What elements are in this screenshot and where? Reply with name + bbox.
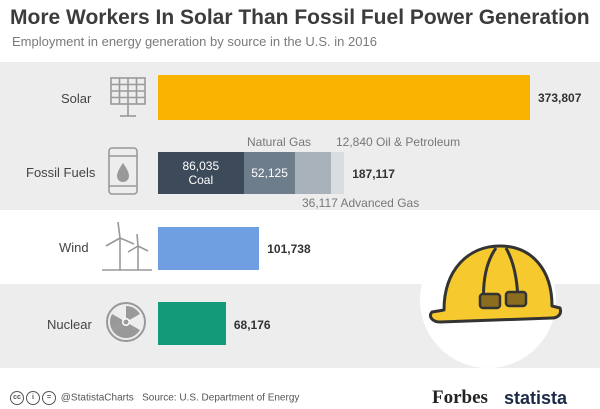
footer-credits: cc i = @StatistaCharts Source: U.S. Depart… bbox=[10, 391, 299, 405]
coal-value-label: 86,035 Coal bbox=[182, 159, 220, 187]
chart-subtitle: Employment in energy generation by sourc… bbox=[12, 34, 377, 49]
statista-logo: statista bbox=[504, 388, 568, 408]
advanced-gas-annotation: 36,117 Advanced Gas bbox=[302, 196, 420, 210]
nuclear-icon bbox=[106, 302, 146, 342]
bar-solar bbox=[158, 75, 530, 120]
statista-handle: @StatistaCharts bbox=[60, 392, 134, 404]
natural-gas-annotation: Natural Gas bbox=[247, 135, 312, 149]
fossil-segment-oil-petroleum bbox=[331, 152, 345, 194]
source-text: Source: U.S. Department of Energy bbox=[142, 392, 300, 404]
bar-nuclear bbox=[158, 302, 226, 345]
fossil-segment-advanced-gas bbox=[295, 152, 332, 194]
oil-barrel-icon bbox=[108, 147, 138, 195]
value-label-nuclear: 68,176 bbox=[233, 318, 271, 332]
category-label-wind: Wind bbox=[59, 240, 89, 255]
chart-title: More Workers In Solar Than Fossil Fuel P… bbox=[10, 6, 590, 29]
value-label-solar: 373,807 bbox=[538, 91, 582, 105]
creative-commons-icon: cc bbox=[10, 391, 24, 405]
category-label-fossil-fuels: Fossil Fuels bbox=[26, 165, 96, 180]
bar-wind bbox=[158, 227, 260, 270]
fossil-segment-coal bbox=[158, 152, 244, 194]
hard-hat-illustration bbox=[420, 232, 562, 368]
value-label-fossil-fuels: 187,117 bbox=[352, 167, 395, 181]
wind-turbine-icon bbox=[102, 221, 152, 271]
attribution-icon: i bbox=[26, 391, 40, 405]
no-derivatives-icon: = bbox=[42, 391, 56, 405]
forbes-logo: Forbes bbox=[432, 387, 488, 408]
oil-petroleum-annotation: 12,840 Oil & Petroleum bbox=[336, 135, 461, 149]
solar-panel-icon bbox=[110, 77, 146, 117]
fossil-segment-natural-gas bbox=[243, 152, 296, 194]
natural-gas-value-label: 52,125 bbox=[251, 166, 288, 180]
value-label-wind: 101,738 bbox=[267, 242, 311, 256]
category-label-nuclear: Nuclear bbox=[47, 317, 92, 332]
category-label-solar: Solar bbox=[61, 91, 92, 106]
